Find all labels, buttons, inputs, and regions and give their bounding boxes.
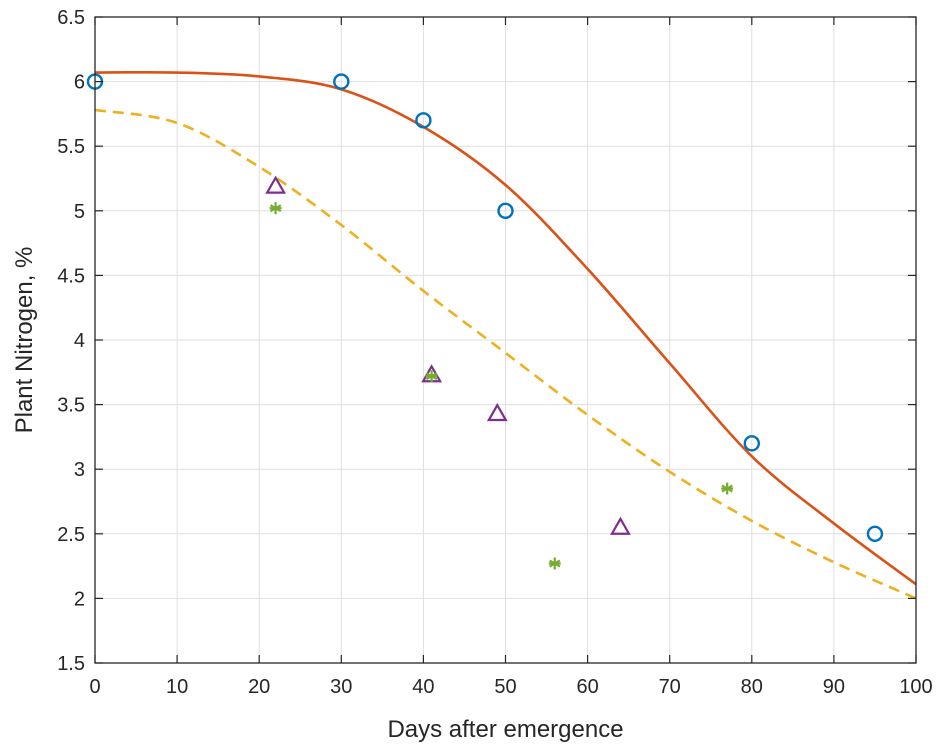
y-tick-label: 3	[74, 459, 85, 481]
axis-ticks: 0 10 20 30 40 50 60 70 80 90 100 1.5 2 2.5 3 3.5 4 4.5 5 5.…	[57, 7, 933, 698]
x-tick-label: 0	[89, 676, 100, 698]
x-tick-label: 40	[412, 676, 434, 698]
y-tick-label: 5	[74, 201, 85, 223]
asterisk-marker	[269, 202, 282, 215]
y-tick-label: 6.5	[57, 7, 85, 29]
x-tick-label: 100	[899, 676, 932, 698]
grid-lines	[94, 16, 917, 664]
x-tick-label: 90	[823, 676, 845, 698]
x-axis-label: Days after emergence	[387, 716, 623, 743]
y-tick-label: 2	[74, 588, 85, 610]
y-tick-label: 1.5	[57, 653, 85, 675]
x-tick-label: 10	[166, 676, 188, 698]
x-tick-label: 20	[248, 676, 270, 698]
y-axis-label: Plant Nitrogen, %	[11, 247, 38, 434]
dashed-fit-curve	[94, 108, 917, 600]
asterisk-marker	[721, 482, 734, 495]
triangle-marker	[265, 175, 287, 194]
fit-curves	[94, 70, 917, 600]
asterisk-marker	[548, 557, 561, 570]
x-tick-label: 60	[576, 676, 598, 698]
y-tick-label: 6	[74, 72, 85, 94]
x-tick-label: 80	[741, 676, 763, 698]
y-tick-label: 4	[74, 330, 85, 352]
data-markers	[86, 73, 884, 570]
y-tick-label: 4.5	[57, 265, 85, 287]
circle-marker	[743, 435, 760, 452]
triangle-marker	[486, 402, 508, 422]
triangle-marker	[610, 516, 631, 535]
circle-marker	[497, 202, 514, 220]
circle-marker	[866, 525, 884, 542]
y-tick-label: 5.5	[57, 136, 85, 158]
x-tick-label: 50	[494, 676, 516, 698]
x-tick-label: 30	[330, 676, 352, 698]
solid-fit-curve	[94, 70, 917, 586]
x-tick-label: 70	[659, 676, 681, 698]
circle-marker	[415, 112, 432, 129]
circle-marker	[333, 73, 350, 90]
y-tick-label: 2.5	[57, 524, 85, 546]
y-tick-label: 3.5	[57, 395, 85, 417]
asterisk-marker	[425, 370, 438, 383]
